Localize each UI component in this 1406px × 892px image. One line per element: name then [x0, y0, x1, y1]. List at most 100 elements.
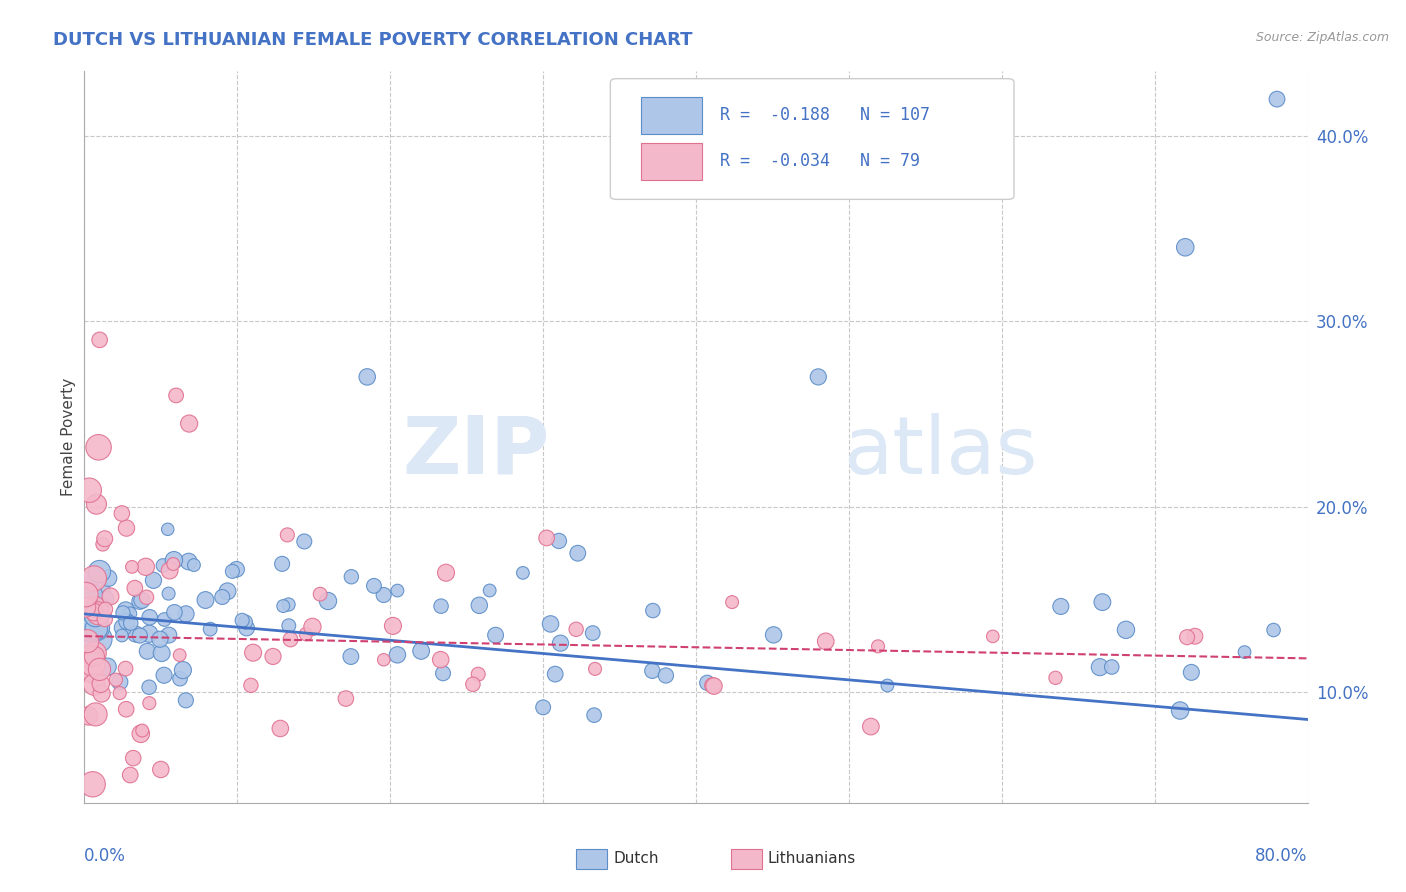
Point: [235, 621, 257, 635]
Point: [411, 644, 433, 658]
Point: [153, 612, 176, 626]
Point: [512, 566, 534, 580]
Point: [172, 663, 194, 677]
Point: [567, 546, 589, 560]
Bar: [641, 97, 702, 134]
Point: [89, 565, 111, 579]
Point: [239, 678, 262, 692]
Point: [373, 588, 395, 602]
Point: [149, 632, 172, 647]
Point: [194, 593, 217, 607]
Point: [536, 531, 558, 545]
Point: [120, 616, 142, 631]
Text: ZIP: ZIP: [402, 413, 550, 491]
Point: [80, 617, 103, 632]
Point: [77, 483, 100, 498]
Point: [1168, 704, 1191, 718]
Point: [721, 595, 744, 609]
Point: [807, 370, 830, 384]
Point: [183, 558, 205, 572]
Text: Dutch: Dutch: [613, 851, 658, 865]
Point: [866, 640, 889, 654]
Point: [83, 677, 105, 691]
Point: [97, 659, 120, 673]
Point: [86, 621, 108, 635]
Point: [198, 622, 221, 636]
Point: [231, 613, 253, 627]
Point: [1050, 599, 1073, 614]
Text: Source: ZipAtlas.com: Source: ZipAtlas.com: [1256, 31, 1389, 45]
Point: [1115, 623, 1137, 637]
Point: [262, 649, 284, 664]
Point: [429, 652, 451, 666]
Point: [111, 507, 134, 521]
Point: [540, 616, 562, 631]
Point: [159, 564, 181, 578]
Point: [124, 581, 146, 595]
Point: [292, 534, 315, 549]
Point: [1045, 671, 1067, 685]
Point: [83, 605, 105, 619]
Point: [75, 600, 97, 615]
Text: R =  -0.188   N = 107: R = -0.188 N = 107: [720, 106, 931, 124]
Point: [142, 574, 165, 588]
Point: [174, 693, 197, 707]
Point: [121, 560, 143, 574]
Point: [235, 615, 257, 629]
Point: [111, 606, 134, 620]
Point: [1265, 92, 1288, 106]
Point: [550, 636, 572, 650]
Point: [163, 605, 186, 619]
Point: [387, 583, 409, 598]
Point: [295, 627, 318, 641]
Point: [316, 594, 339, 608]
Point: [641, 664, 664, 678]
Point: [1091, 595, 1114, 609]
Point: [84, 646, 107, 660]
Point: [104, 673, 127, 687]
Point: [91, 599, 114, 613]
Point: [340, 570, 363, 584]
Point: [387, 648, 409, 662]
Point: [356, 370, 378, 384]
Point: [86, 585, 108, 599]
Point: [89, 333, 111, 347]
Point: [467, 667, 489, 681]
Point: [87, 440, 110, 454]
Point: [93, 532, 115, 546]
Point: [87, 632, 110, 646]
Point: [583, 708, 606, 723]
Point: [129, 727, 152, 741]
Point: [135, 559, 157, 574]
Point: [271, 557, 294, 571]
Point: [149, 763, 172, 777]
Point: [641, 603, 664, 617]
Point: [271, 599, 294, 613]
Text: R =  -0.034   N = 79: R = -0.034 N = 79: [720, 153, 921, 170]
Point: [84, 707, 107, 722]
Point: [90, 687, 112, 701]
Point: [77, 709, 100, 723]
Point: [138, 626, 160, 640]
Point: [114, 603, 136, 617]
Point: [131, 593, 153, 607]
Point: [478, 583, 501, 598]
Point: [703, 679, 725, 693]
Point: [583, 662, 606, 676]
Point: [82, 777, 104, 791]
Point: [340, 649, 363, 664]
Point: [94, 591, 117, 606]
Point: [84, 599, 107, 613]
Point: [461, 677, 484, 691]
Point: [565, 622, 588, 636]
Point: [544, 667, 567, 681]
Point: [138, 696, 160, 710]
Point: [138, 610, 160, 624]
Point: [108, 675, 131, 690]
Point: [89, 662, 111, 676]
Point: [124, 627, 146, 641]
Point: [174, 607, 197, 621]
Point: [1175, 630, 1198, 644]
Point: [1233, 645, 1256, 659]
Point: [1263, 623, 1285, 637]
